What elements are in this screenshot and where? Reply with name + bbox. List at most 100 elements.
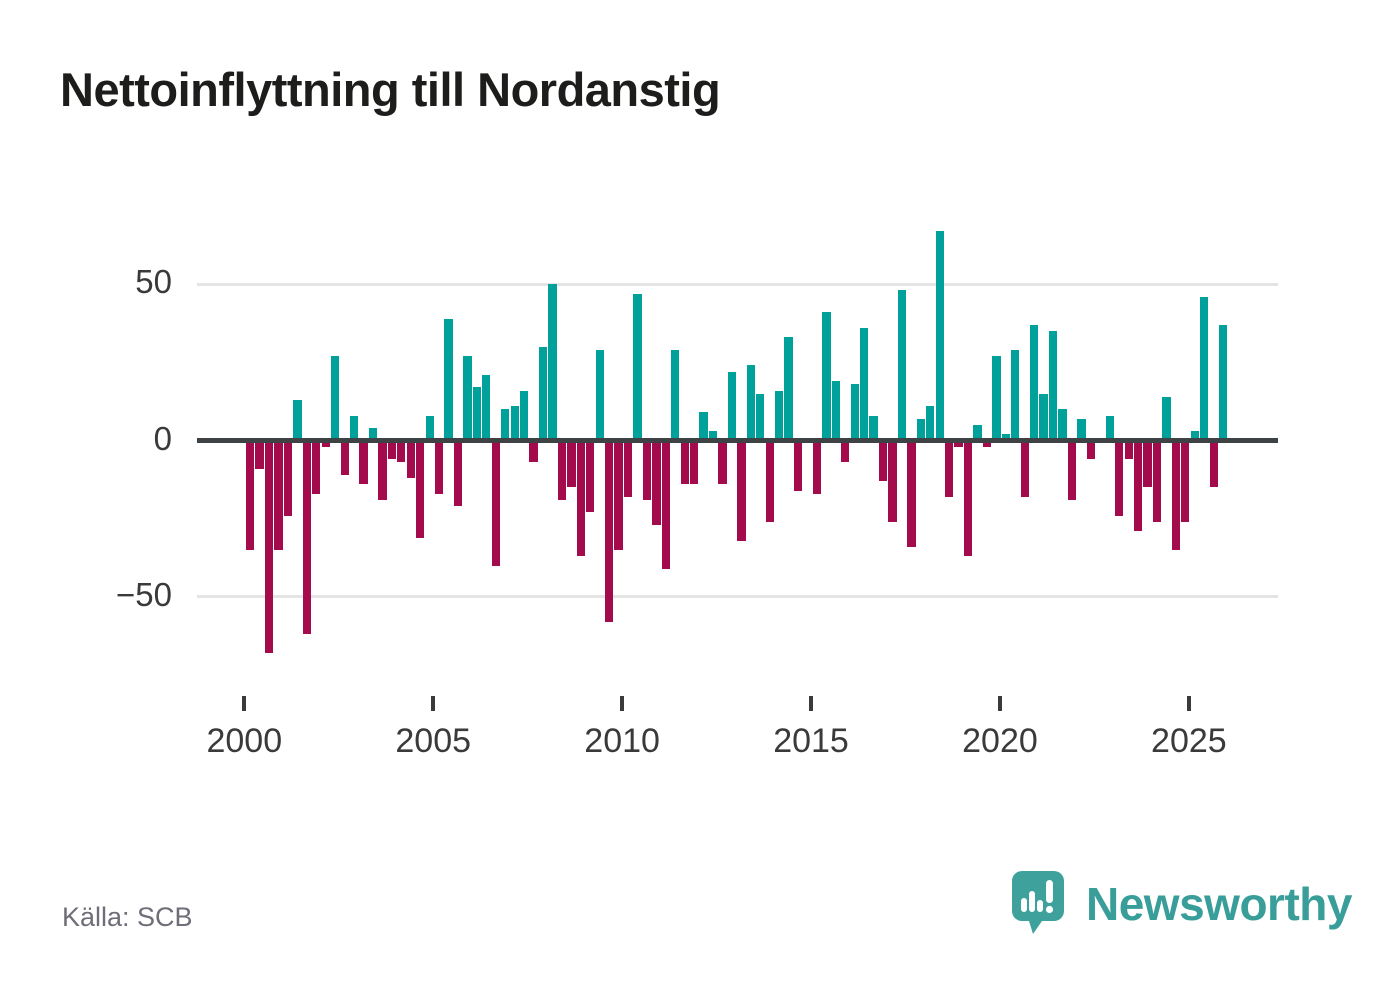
bar-2004Q4 xyxy=(425,415,434,441)
bar-2019Q1 xyxy=(963,440,973,557)
newsworthy-logo: Newsworthy xyxy=(1012,871,1352,939)
bar-2010Q1 xyxy=(623,440,633,497)
bar-2016Q3 xyxy=(869,415,878,441)
bar-2006Q2 xyxy=(482,374,491,441)
x-axis-tick-label: 2015 xyxy=(773,722,849,760)
bar-2018Q4 xyxy=(954,440,963,447)
bar-2023Q3 xyxy=(1133,440,1143,532)
x-axis-tick-label: 2010 xyxy=(584,722,660,760)
bar-2002Q3 xyxy=(340,440,349,475)
bar-2020Q4 xyxy=(1030,324,1039,441)
bar-2014Q3 xyxy=(793,440,803,491)
x-axis-tick-2000 xyxy=(242,696,247,711)
bar-2002Q4 xyxy=(349,415,359,441)
x-axis-tick-2025 xyxy=(1186,696,1191,711)
bar-2021Q2 xyxy=(1048,331,1058,441)
bar-2004Q1 xyxy=(397,440,406,463)
bar-2010Q4 xyxy=(652,440,661,525)
bar-2020Q3 xyxy=(1020,440,1029,497)
x-axis-tick-2015 xyxy=(809,696,814,711)
x-axis-tick-label: 2025 xyxy=(1151,722,1227,760)
bar-2008Q1 xyxy=(548,284,557,441)
bar-2007Q2 xyxy=(519,390,529,441)
bar-2025Q4 xyxy=(1218,324,1228,441)
bar-2021Q3 xyxy=(1058,409,1067,441)
bar-2009Q3 xyxy=(604,440,614,622)
bar-2010Q2 xyxy=(633,293,642,441)
bar-2006Q3 xyxy=(491,440,500,566)
bar-2011Q1 xyxy=(661,440,670,569)
bar-2001Q1 xyxy=(283,440,293,516)
bar-2012Q1 xyxy=(699,412,708,441)
bar-2000Q1 xyxy=(246,440,255,550)
bar-2000Q3 xyxy=(264,440,274,654)
gridline-50 xyxy=(197,282,1278,286)
bar-2021Q4 xyxy=(1067,440,1077,500)
bar-2013Q1 xyxy=(737,440,746,541)
bar-2024Q3 xyxy=(1171,440,1181,550)
bar-2012Q4 xyxy=(727,371,737,441)
bar-2003Q3 xyxy=(378,440,387,500)
bar-2011Q4 xyxy=(689,440,699,485)
bar-2018Q2 xyxy=(935,230,944,441)
bar-2010Q3 xyxy=(642,440,652,500)
bar-2018Q1 xyxy=(926,406,935,441)
bar-2001Q4 xyxy=(312,440,321,494)
bar-2001Q3 xyxy=(302,440,312,635)
bar-2023Q2 xyxy=(1124,440,1133,460)
x-axis-tick-2010 xyxy=(620,696,625,711)
bar-2022Q4 xyxy=(1105,415,1114,441)
bar-2024Q2 xyxy=(1162,396,1171,441)
bar-2018Q3 xyxy=(945,440,954,497)
gridline--50 xyxy=(197,595,1278,599)
bar-2022Q1 xyxy=(1077,418,1086,441)
newsworthy-speech-bubble-chart-icon xyxy=(1012,871,1064,934)
bar-2000Q4 xyxy=(274,440,283,550)
bar-2009Q2 xyxy=(595,349,604,441)
bar-2025Q1 xyxy=(1190,431,1199,441)
x-axis-tick-label: 2005 xyxy=(395,722,472,760)
y-axis-tick-label: 0 xyxy=(153,419,172,457)
bar-2014Q1 xyxy=(775,390,784,441)
bar-2016Q1 xyxy=(850,384,859,441)
bar-2019Q3 xyxy=(982,440,992,447)
x-axis-tick-label: 2020 xyxy=(962,722,1038,760)
bar-2012Q3 xyxy=(718,440,727,485)
bar-2019Q2 xyxy=(973,424,982,441)
bar-2004Q3 xyxy=(416,440,425,538)
bar-2003Q1 xyxy=(359,440,368,485)
bar-2003Q2 xyxy=(368,428,378,441)
bar-2024Q1 xyxy=(1152,440,1162,522)
zero-axis-line xyxy=(197,438,1278,443)
bar-2020Q2 xyxy=(1011,349,1020,441)
y-axis-tick-label: 50 xyxy=(135,263,172,301)
bar-2015Q1 xyxy=(812,440,822,494)
bar-2007Q3 xyxy=(529,440,538,463)
bar-2012Q2 xyxy=(708,431,718,441)
bar-2014Q2 xyxy=(784,337,793,441)
bar-2017Q4 xyxy=(916,418,925,441)
y-axis-tick-label: −50 xyxy=(116,575,172,613)
bar-2013Q2 xyxy=(746,365,755,441)
bar-2009Q1 xyxy=(586,440,595,513)
bar-2015Q4 xyxy=(841,440,850,463)
bar-2025Q2 xyxy=(1200,296,1209,441)
bar-2000Q2 xyxy=(255,440,264,469)
bar-2005Q3 xyxy=(453,440,463,507)
bar-2006Q1 xyxy=(472,387,482,441)
bar-2013Q4 xyxy=(765,440,774,522)
bar-2015Q2 xyxy=(822,312,831,441)
bar-2007Q4 xyxy=(538,346,548,441)
source-note: Källa: SCB xyxy=(62,902,193,932)
bar-2008Q2 xyxy=(557,440,567,500)
bar-2002Q2 xyxy=(331,356,340,441)
bar-2023Q1 xyxy=(1115,440,1124,516)
bar-2005Q2 xyxy=(444,318,453,441)
x-axis-tick-2020 xyxy=(997,696,1002,711)
newsworthy-logo-text: Newsworthy xyxy=(1086,878,1352,930)
bar-2008Q4 xyxy=(576,440,585,557)
bar-2019Q4 xyxy=(992,356,1001,441)
bar-2025Q3 xyxy=(1209,440,1218,488)
bar-2016Q4 xyxy=(878,440,888,482)
